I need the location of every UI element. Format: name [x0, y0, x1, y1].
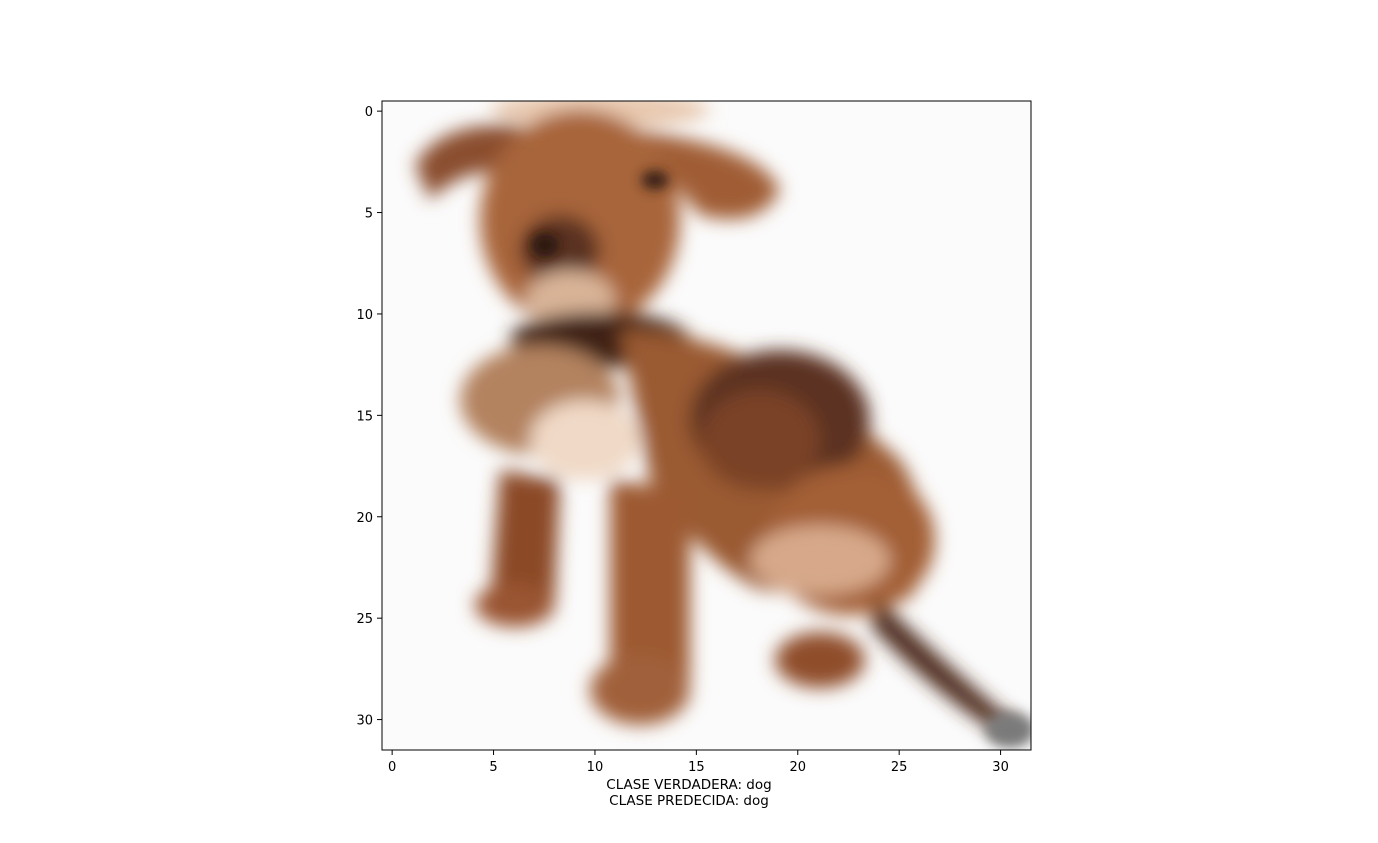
y-tick-label: 25 — [356, 612, 373, 627]
x-tick-label: 30 — [992, 760, 1009, 775]
y-tick-label: 0 — [365, 105, 373, 120]
y-tick-label: 10 — [356, 308, 373, 323]
x-tick-label: 0 — [388, 760, 396, 775]
caption-true-class: CLASE VERDADERA: dog — [606, 777, 772, 793]
x-tick-label: 10 — [587, 760, 604, 775]
x-tick-label: 5 — [489, 760, 497, 775]
axis-ticks: 0 5 10 15 20 25 30 0 5 10 15 20 25 30 — [356, 105, 1008, 775]
x-tick-label: 20 — [789, 760, 806, 775]
y-tick-label: 20 — [356, 511, 373, 526]
x-tick-label: 25 — [891, 760, 908, 775]
caption-predicted-class: CLASE PREDECIDA: dog — [609, 793, 769, 809]
y-tick-label: 15 — [356, 409, 373, 424]
axes-frame — [381, 100, 1032, 751]
y-tick-label: 30 — [356, 714, 373, 729]
x-tick-label: 15 — [688, 760, 705, 775]
y-tick-label: 5 — [365, 207, 373, 222]
dog-image — [382, 101, 1031, 750]
